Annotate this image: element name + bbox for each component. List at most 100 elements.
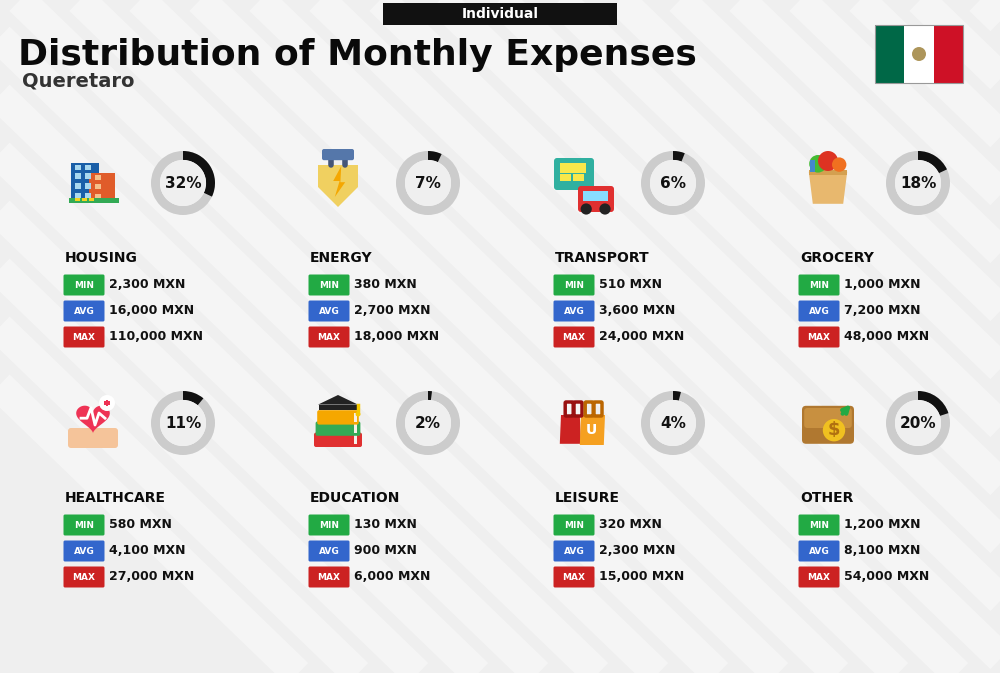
Text: 7%: 7% — [415, 176, 441, 190]
Bar — [104, 401, 110, 404]
Text: AVG: AVG — [809, 546, 829, 555]
Text: 2%: 2% — [415, 415, 441, 431]
Text: MIN: MIN — [319, 520, 339, 530]
Bar — [69, 199, 119, 203]
Bar — [560, 163, 586, 173]
FancyBboxPatch shape — [383, 3, 617, 25]
Wedge shape — [428, 391, 432, 400]
Bar — [75, 184, 81, 189]
Text: 110,000 MXN: 110,000 MXN — [109, 330, 203, 343]
Polygon shape — [809, 172, 847, 204]
Text: AVG: AVG — [564, 306, 584, 316]
Text: MIN: MIN — [74, 281, 94, 289]
Text: 11%: 11% — [165, 415, 201, 431]
Text: MAX: MAX — [72, 573, 96, 581]
Wedge shape — [183, 151, 215, 197]
Circle shape — [405, 160, 451, 206]
Bar — [875, 25, 963, 83]
Wedge shape — [673, 151, 685, 162]
Bar — [75, 193, 81, 199]
Wedge shape — [396, 151, 460, 215]
Text: MIN: MIN — [809, 281, 829, 289]
Bar — [354, 424, 357, 433]
FancyBboxPatch shape — [308, 567, 350, 588]
Bar — [89, 173, 115, 203]
Wedge shape — [428, 151, 442, 162]
Bar — [71, 163, 99, 203]
Text: 32%: 32% — [165, 176, 201, 190]
FancyBboxPatch shape — [322, 149, 354, 160]
Text: 8,100 MXN: 8,100 MXN — [844, 544, 920, 557]
Circle shape — [809, 155, 827, 172]
Text: $: $ — [828, 421, 840, 439]
Wedge shape — [151, 391, 215, 455]
Polygon shape — [580, 415, 605, 445]
Text: 15,000 MXN: 15,000 MXN — [599, 571, 684, 583]
FancyBboxPatch shape — [578, 186, 614, 212]
Circle shape — [818, 151, 838, 171]
FancyBboxPatch shape — [554, 514, 594, 536]
Wedge shape — [183, 391, 203, 405]
Bar — [85, 184, 91, 189]
Bar — [354, 413, 357, 422]
Wedge shape — [396, 391, 460, 455]
Circle shape — [160, 400, 206, 446]
Text: Distribution of Monthly Expenses: Distribution of Monthly Expenses — [18, 38, 697, 72]
Text: 4,100 MXN: 4,100 MXN — [109, 544, 186, 557]
Wedge shape — [673, 391, 681, 400]
Bar — [106, 400, 108, 406]
Bar — [904, 25, 934, 83]
FancyBboxPatch shape — [64, 540, 104, 561]
Bar — [85, 174, 91, 179]
Text: 18,000 MXN: 18,000 MXN — [354, 330, 439, 343]
Text: MAX: MAX — [318, 332, 340, 341]
FancyBboxPatch shape — [798, 275, 840, 295]
Text: AVG: AVG — [319, 546, 339, 555]
Bar — [809, 170, 847, 175]
FancyBboxPatch shape — [798, 567, 840, 588]
Text: AVG: AVG — [74, 306, 94, 316]
Text: 7,200 MXN: 7,200 MXN — [844, 304, 920, 318]
Text: MAX: MAX — [318, 573, 340, 581]
FancyBboxPatch shape — [798, 301, 840, 322]
Text: 580 MXN: 580 MXN — [109, 518, 172, 532]
Wedge shape — [918, 391, 948, 416]
Text: MAX: MAX — [808, 332, 830, 341]
FancyBboxPatch shape — [554, 158, 594, 190]
FancyBboxPatch shape — [317, 411, 359, 425]
Text: 900 MXN: 900 MXN — [354, 544, 417, 557]
Text: 1,000 MXN: 1,000 MXN — [844, 279, 920, 291]
Polygon shape — [318, 395, 358, 404]
Text: 16,000 MXN: 16,000 MXN — [109, 304, 194, 318]
Bar — [810, 160, 815, 172]
Polygon shape — [318, 165, 358, 207]
Text: AVG: AVG — [319, 306, 339, 316]
Text: 320 MXN: 320 MXN — [599, 518, 662, 532]
Text: OTHER: OTHER — [800, 491, 853, 505]
Text: TRANSPORT: TRANSPORT — [555, 251, 650, 265]
Text: EDUCATION: EDUCATION — [310, 491, 400, 505]
Text: 54,000 MXN: 54,000 MXN — [844, 571, 929, 583]
Bar — [573, 174, 584, 181]
Bar — [560, 174, 571, 181]
FancyBboxPatch shape — [68, 428, 118, 448]
Bar — [85, 193, 91, 199]
Text: 2,700 MXN: 2,700 MXN — [354, 304, 430, 318]
Bar — [354, 435, 357, 444]
Text: Individual: Individual — [462, 7, 538, 21]
Text: U: U — [586, 423, 597, 437]
Text: MIN: MIN — [809, 520, 829, 530]
Text: AVG: AVG — [809, 306, 829, 316]
Text: HEALTHCARE: HEALTHCARE — [65, 491, 166, 505]
FancyBboxPatch shape — [798, 514, 840, 536]
FancyBboxPatch shape — [308, 540, 350, 561]
Wedge shape — [886, 391, 950, 455]
Wedge shape — [918, 151, 947, 173]
Circle shape — [895, 400, 941, 446]
Text: MAX: MAX — [72, 332, 96, 341]
Text: 6,000 MXN: 6,000 MXN — [354, 571, 430, 583]
Bar — [319, 404, 357, 411]
FancyBboxPatch shape — [308, 514, 350, 536]
Bar — [89, 198, 94, 201]
Text: LEISURE: LEISURE — [555, 491, 620, 505]
